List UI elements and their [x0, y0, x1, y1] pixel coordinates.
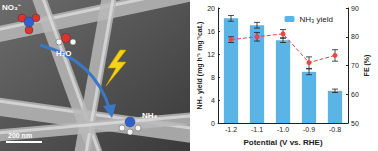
svg-text:50: 50	[351, 120, 359, 127]
svg-text:NH₃: NH₃	[142, 111, 158, 120]
svg-text:-1.2: -1.2	[225, 126, 237, 133]
svg-text:-1.1: -1.1	[251, 126, 263, 133]
svg-text:70: 70	[351, 62, 359, 69]
svg-text:FE (%): FE (%)	[363, 55, 371, 77]
svg-text:20: 20	[207, 5, 215, 12]
svg-text:60: 60	[351, 91, 359, 98]
svg-text:-0.8: -0.8	[329, 126, 341, 133]
svg-text:16: 16	[207, 28, 215, 35]
svg-text:-0.9: -0.9	[303, 126, 315, 133]
svg-text:0: 0	[211, 120, 215, 127]
svg-text:NH₃ yield (mg h⁻¹ mg⁻¹cat.): NH₃ yield (mg h⁻¹ mg⁻¹cat.)	[196, 22, 204, 110]
svg-text:90: 90	[351, 5, 359, 12]
svg-text:-1.0: -1.0	[277, 126, 289, 133]
svg-text:Potential (V vs. RHE): Potential (V vs. RHE)	[243, 138, 322, 147]
svg-text:NO₃⁻: NO₃⁻	[2, 3, 21, 12]
svg-text:80: 80	[351, 33, 359, 40]
svg-text:NH₃ yield: NH₃ yield	[300, 15, 334, 24]
svg-text:4: 4	[211, 97, 215, 104]
svg-text:H₂O: H₂O	[56, 49, 72, 58]
svg-text:8: 8	[211, 74, 215, 81]
svg-text:12: 12	[207, 51, 215, 58]
svg-text:200 nm: 200 nm	[8, 132, 32, 139]
